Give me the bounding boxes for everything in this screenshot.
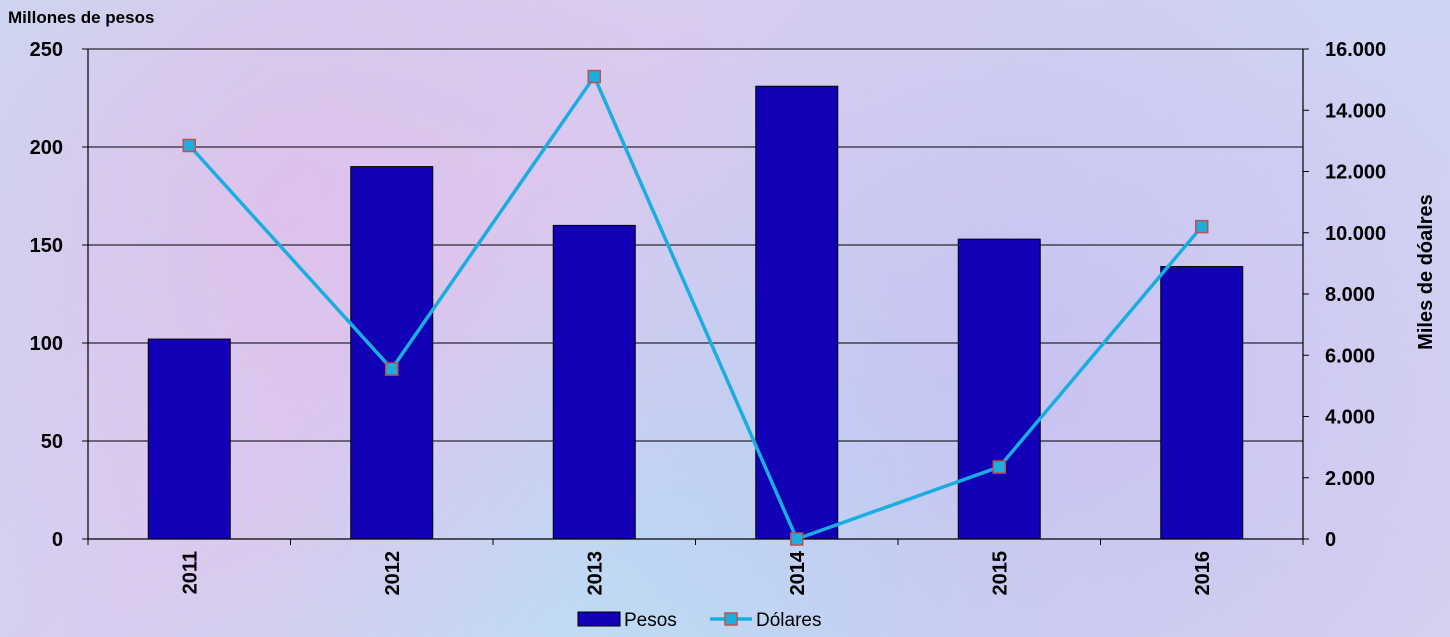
x-tick-label: 2016 <box>1192 551 1214 596</box>
legend: Pesos Dólares <box>577 610 821 631</box>
bar-2016 <box>1160 266 1244 540</box>
y-tick-label: 100 <box>30 333 63 355</box>
bar-2011 <box>147 338 231 540</box>
legend-swatch-dolares-marker <box>724 612 738 626</box>
y-tick-label: 0 <box>52 529 63 551</box>
y2-tick-label: 6.000 <box>1325 345 1375 367</box>
gridlines <box>88 48 1303 442</box>
y-axis-title: Millones de pesos <box>8 8 154 27</box>
legend-label-dolares: Dólares <box>756 610 821 631</box>
line-series-dolares <box>182 69 1209 546</box>
y2-tick-label: 14.000 <box>1325 100 1386 122</box>
y2-tick-label: 2.000 <box>1325 468 1375 490</box>
y-tick-label: 50 <box>41 431 63 453</box>
tick-labels: 0 50 100 150 200 250 0 2.000 4.000 6.000 8.000 10.0… <box>30 39 1387 596</box>
bar-2015 <box>957 238 1041 540</box>
y-tick-label: 250 <box>30 39 63 61</box>
dolares-marker-2013 <box>587 69 601 84</box>
dolares-marker-2011 <box>182 138 196 153</box>
y2-tick-label: 10.000 <box>1325 223 1386 245</box>
x-tick-label: 2013 <box>584 551 606 596</box>
x-tick-label: 2012 <box>382 551 404 596</box>
x-tick-label: 2011 <box>179 551 201 594</box>
y-tick-label: 150 <box>30 235 63 257</box>
y2-tick-label: 0 <box>1325 529 1336 551</box>
y2-tick-label: 16.000 <box>1325 39 1386 61</box>
bar-2013 <box>552 224 636 540</box>
y2-tick-label: 4.000 <box>1325 407 1375 429</box>
y2-tick-label: 12.000 <box>1325 162 1386 184</box>
legend-swatch-pesos <box>577 611 621 627</box>
x-tick-label: 2015 <box>989 551 1011 596</box>
dolares-marker-2015 <box>992 460 1006 474</box>
bar-2012 <box>350 166 434 540</box>
axes <box>82 48 1309 545</box>
legend-label-pesos: Pesos <box>624 610 677 631</box>
bar-2014 <box>755 85 839 540</box>
dolares-marker-2016 <box>1195 219 1209 234</box>
dolares-marker-2014 <box>790 532 804 546</box>
y2-axis-title: Miles de dóalres <box>1415 194 1437 350</box>
x-tick-label: 2014 <box>787 550 809 595</box>
dolares-line <box>187 74 1204 541</box>
y-tick-label: 200 <box>30 137 63 159</box>
bar-series-pesos <box>147 85 1244 540</box>
y2-tick-label: 8.000 <box>1325 284 1375 306</box>
dolares-marker-2012 <box>385 362 399 376</box>
